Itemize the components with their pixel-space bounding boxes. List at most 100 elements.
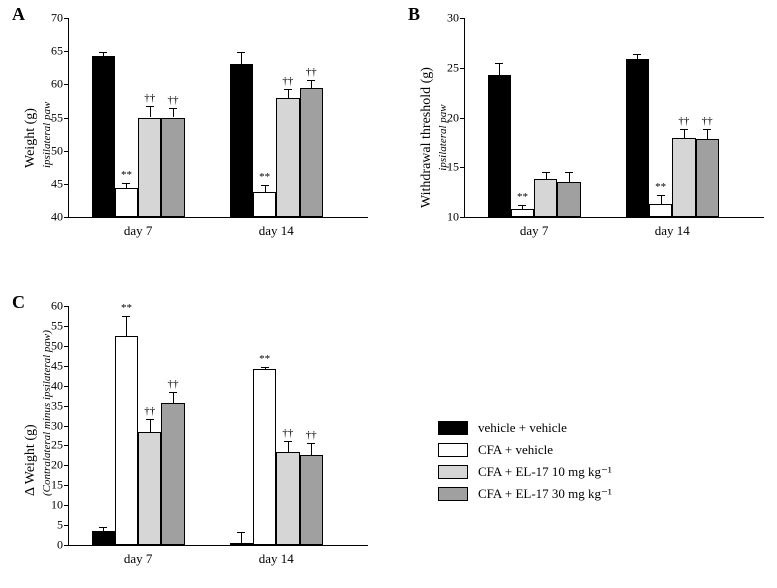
- bar: [161, 118, 184, 218]
- x-category-label: day 14: [259, 551, 294, 567]
- ytick-label: 55: [51, 318, 69, 333]
- bar: [300, 455, 323, 545]
- significance-marker: ††: [167, 378, 178, 390]
- ytick-label: 65: [51, 44, 69, 59]
- legend-swatch: [438, 465, 468, 479]
- significance-marker: **: [121, 302, 132, 314]
- panel-a-plot: 40455055606570day 7**††††day 14**††††: [68, 18, 368, 218]
- error-cap: [146, 106, 154, 107]
- bar: [511, 209, 534, 217]
- bar: [138, 118, 161, 218]
- error-cap: [169, 392, 177, 393]
- error-bar: [546, 172, 547, 179]
- ytick-label: 30: [51, 418, 69, 433]
- panel-b-ylabel: Withdrawal threshold (g) ipsilateral paw: [419, 67, 449, 208]
- error-cap: [284, 89, 292, 90]
- legend-item: CFA + EL-17 10 mg kg⁻¹: [438, 464, 612, 480]
- ytick-label: 25: [51, 438, 69, 453]
- significance-marker: ††: [282, 75, 293, 87]
- legend-label: CFA + vehicle: [478, 442, 553, 458]
- significance-marker: **: [259, 171, 270, 183]
- significance-marker: **: [655, 181, 666, 193]
- significance-marker: ††: [282, 427, 293, 439]
- legend-item: vehicle + vehicle: [438, 420, 612, 436]
- legend: vehicle + vehicle CFA + vehicle CFA + EL-1…: [438, 420, 612, 508]
- ytick-label: 45: [51, 358, 69, 373]
- panel-a-ylabel-main: Weight (g): [23, 108, 38, 168]
- error-cap: [122, 183, 130, 184]
- bar: [92, 531, 115, 545]
- legend-label: vehicle + vehicle: [478, 420, 567, 436]
- bar: [253, 192, 276, 217]
- bar: [534, 179, 557, 217]
- significance-marker: ††: [702, 115, 713, 127]
- bar: [696, 139, 719, 217]
- panel-c-label: C: [12, 292, 25, 313]
- panel-a-ylabel: Weight (g) ipsilateral paw: [23, 102, 53, 168]
- bar: [92, 56, 115, 217]
- bar: [276, 98, 299, 217]
- error-bar: [241, 532, 242, 543]
- error-cap: [99, 52, 107, 53]
- error-bar: [265, 185, 266, 192]
- significance-marker: ††: [167, 94, 178, 106]
- bar: [672, 138, 695, 217]
- ytick-label: 55: [51, 110, 69, 125]
- figure: A Weight (g) ipsilateral paw 40455055606…: [0, 0, 777, 588]
- panel-c-ylabel-main: Δ Weight (g): [23, 424, 38, 496]
- bar: [488, 75, 511, 217]
- ytick-label: 40: [51, 378, 69, 393]
- significance-marker: ††: [144, 92, 155, 104]
- error-cap: [261, 367, 269, 368]
- panel-c: Δ Weight (g) (Contralateral minus ipsila…: [68, 306, 368, 564]
- error-cap: [237, 52, 245, 53]
- panel-b-ylabel-main: Withdrawal threshold (g): [419, 67, 434, 208]
- error-cap: [99, 527, 107, 528]
- ytick-label: 15: [447, 160, 465, 175]
- error-cap: [307, 443, 315, 444]
- ytick-label: 20: [51, 458, 69, 473]
- ytick-label: 50: [51, 143, 69, 158]
- bar: [300, 88, 323, 217]
- bar: [230, 64, 253, 217]
- significance-marker: ††: [144, 405, 155, 417]
- error-cap: [261, 185, 269, 186]
- panel-b-plot: 1015202530day 7**day 14**††††: [464, 18, 764, 218]
- error-bar: [288, 441, 289, 452]
- x-category-label: day 14: [655, 223, 690, 239]
- error-bar: [684, 129, 685, 138]
- bar: [115, 188, 138, 217]
- bar: [230, 543, 253, 545]
- bar: [161, 403, 184, 545]
- error-cap: [542, 172, 550, 173]
- ytick-label: 50: [51, 338, 69, 353]
- ytick-label: 35: [51, 398, 69, 413]
- error-bar: [173, 108, 174, 118]
- ytick-label: 0: [57, 538, 69, 553]
- legend-swatch: [438, 487, 468, 501]
- x-category-label: day 7: [124, 551, 153, 567]
- error-cap: [146, 419, 154, 420]
- ytick-label: 10: [51, 498, 69, 513]
- error-bar: [311, 443, 312, 455]
- significance-marker: ††: [306, 66, 317, 78]
- error-bar: [661, 195, 662, 204]
- error-cap: [307, 80, 315, 81]
- significance-marker: **: [517, 191, 528, 203]
- x-category-label: day 14: [259, 223, 294, 239]
- legend-label: CFA + EL-17 10 mg kg⁻¹: [478, 464, 612, 480]
- ytick-label: 60: [51, 299, 69, 314]
- ytick-label: 40: [51, 210, 69, 225]
- error-cap: [518, 205, 526, 206]
- error-cap: [680, 129, 688, 130]
- significance-marker: ††: [306, 429, 317, 441]
- error-bar: [173, 392, 174, 403]
- bar: [649, 204, 672, 217]
- error-bar: [241, 52, 242, 64]
- legend-swatch: [438, 421, 468, 435]
- error-bar: [150, 419, 151, 432]
- error-bar: [569, 172, 570, 182]
- legend-label: CFA + EL-17 30 mg kg⁻¹: [478, 486, 612, 502]
- panel-b: Withdrawal threshold (g) ipsilateral paw…: [464, 18, 764, 236]
- significance-marker: **: [121, 169, 132, 181]
